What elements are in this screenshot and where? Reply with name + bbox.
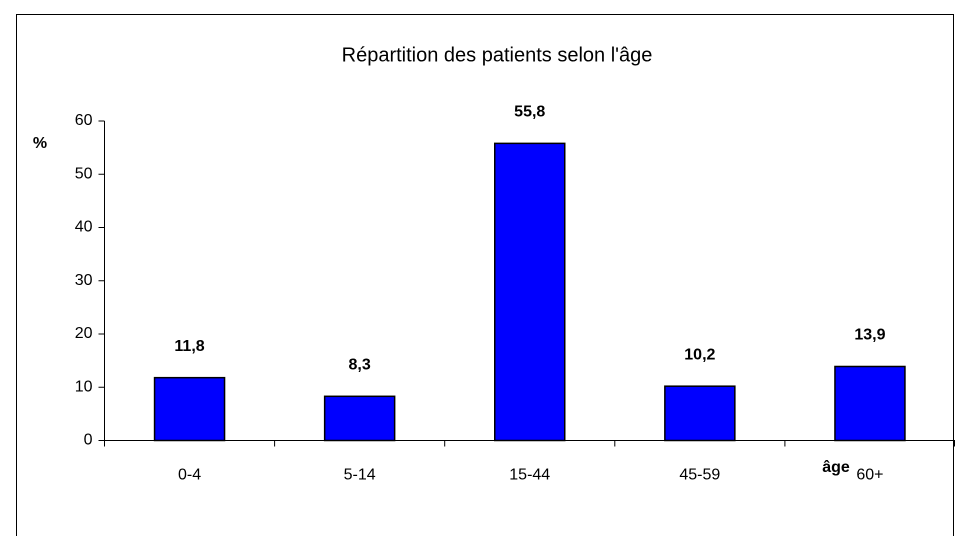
data-label: 13,9 <box>854 327 885 344</box>
bar <box>664 385 736 442</box>
y-tick-label: 10 <box>75 378 93 395</box>
y-tick-label: 50 <box>75 165 93 182</box>
x-tick-label: 15-44 <box>509 467 550 484</box>
y-axis-label: % <box>33 135 47 152</box>
x-tick-label: 0-4 <box>178 467 201 484</box>
data-label: 8,3 <box>349 357 371 374</box>
bar <box>323 395 396 442</box>
x-tick-label: 5-14 <box>344 467 376 484</box>
bar <box>153 376 226 442</box>
y-tick-label: 40 <box>75 219 93 236</box>
bar <box>834 365 906 442</box>
data-label: 10,2 <box>684 346 715 363</box>
x-axis-label: âge <box>822 459 850 476</box>
data-label: 11,8 <box>174 338 204 355</box>
y-tick-label: 0 <box>84 432 93 449</box>
data-label: 55,8 <box>514 104 545 121</box>
x-tick-label: 45-59 <box>679 467 720 484</box>
y-tick-label: 60 <box>75 112 93 129</box>
chart-border <box>16 14 954 536</box>
y-tick-label: 30 <box>75 272 93 289</box>
chart-title: Répartition des patients selon l'âge <box>342 44 653 66</box>
x-tick-label: 60+ <box>856 467 883 484</box>
bar <box>494 142 566 442</box>
y-tick-label: 20 <box>75 325 93 342</box>
